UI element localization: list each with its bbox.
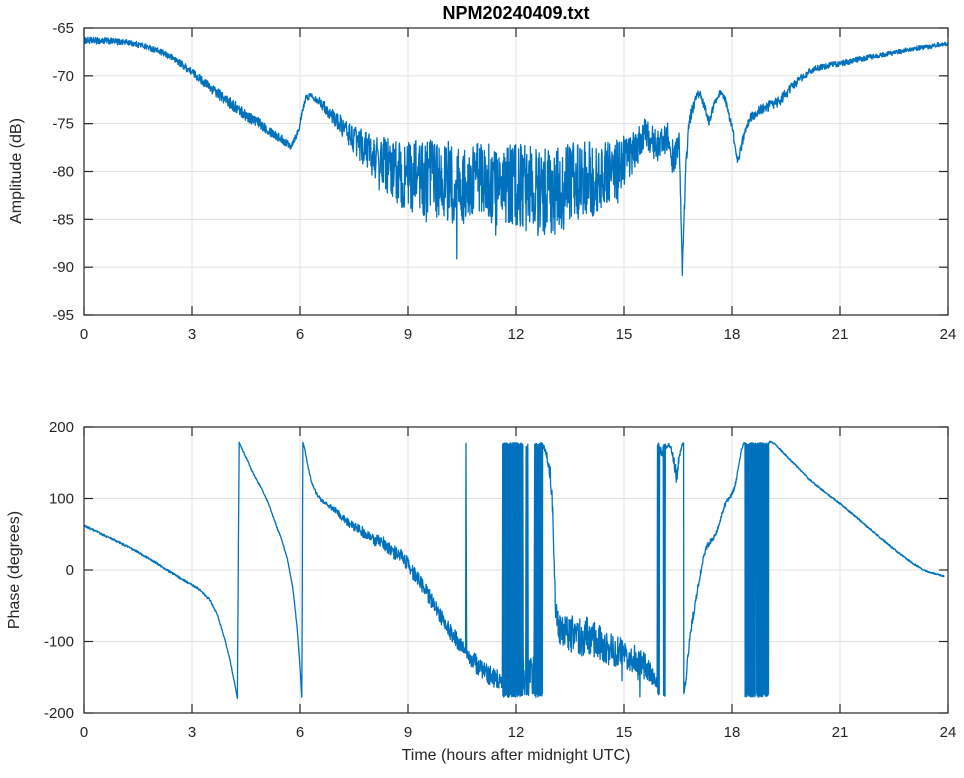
x-tick-label: 6 [296,724,304,741]
x-tick-label: 9 [404,326,412,343]
y-tick-label: -65 [52,20,74,37]
x-tick-label: 21 [832,724,849,741]
tick-labels-1: 0 3 6 9 12 15 18 21 24 -200 -100 0 100 200 [44,419,956,741]
x-tick-label: 21 [832,326,849,343]
phase-y-axis-label: Phase (degrees) [6,510,23,630]
y-tick-label: 100 [49,491,74,508]
axes-0 [83,27,949,316]
x-tick-label: 24 [940,326,957,343]
x-tick-label: 6 [296,326,304,343]
amplitude-y-axis-label: Amplitude (dB) [8,118,25,224]
x-tick-label: 0 [80,326,88,343]
y-tick-label: -90 [52,259,74,276]
x-tick-label: 3 [188,326,196,343]
y-tick-label: -80 [52,164,74,181]
x-tick-label: 12 [508,724,525,741]
y-tick-label: -100 [44,634,74,651]
x-tick-label: 0 [80,724,88,741]
x-tick-label: 24 [940,724,957,741]
x-tick-label: 18 [724,326,741,343]
x-axis-label: Time (hours after midnight UTC) [401,747,631,764]
y-tick-label: -85 [52,211,74,228]
axes-1 [83,426,949,714]
x-tick-label: 12 [508,326,525,343]
phase-line [83,440,945,700]
y-tick-label: 0 [66,562,74,579]
y-tick-label: -200 [44,705,74,722]
y-tick-label: -95 [52,307,74,324]
x-tick-label: 3 [188,724,196,741]
tick-labels-0: 0 3 6 9 12 15 18 21 24 -95 -90 -85 -80 -75 -70 -65 [52,20,956,343]
x-tick-label: 18 [724,724,741,741]
chart-title: NPM20240409.txt [442,3,590,23]
x-tick-label: 15 [616,326,633,343]
amplitude-line [83,36,949,277]
x-tick-label: 9 [404,724,412,741]
y-tick-label: -75 [52,116,74,133]
y-tick-label: -70 [52,68,74,85]
x-tick-label: 15 [616,724,633,741]
y-tick-label: 200 [49,419,74,436]
